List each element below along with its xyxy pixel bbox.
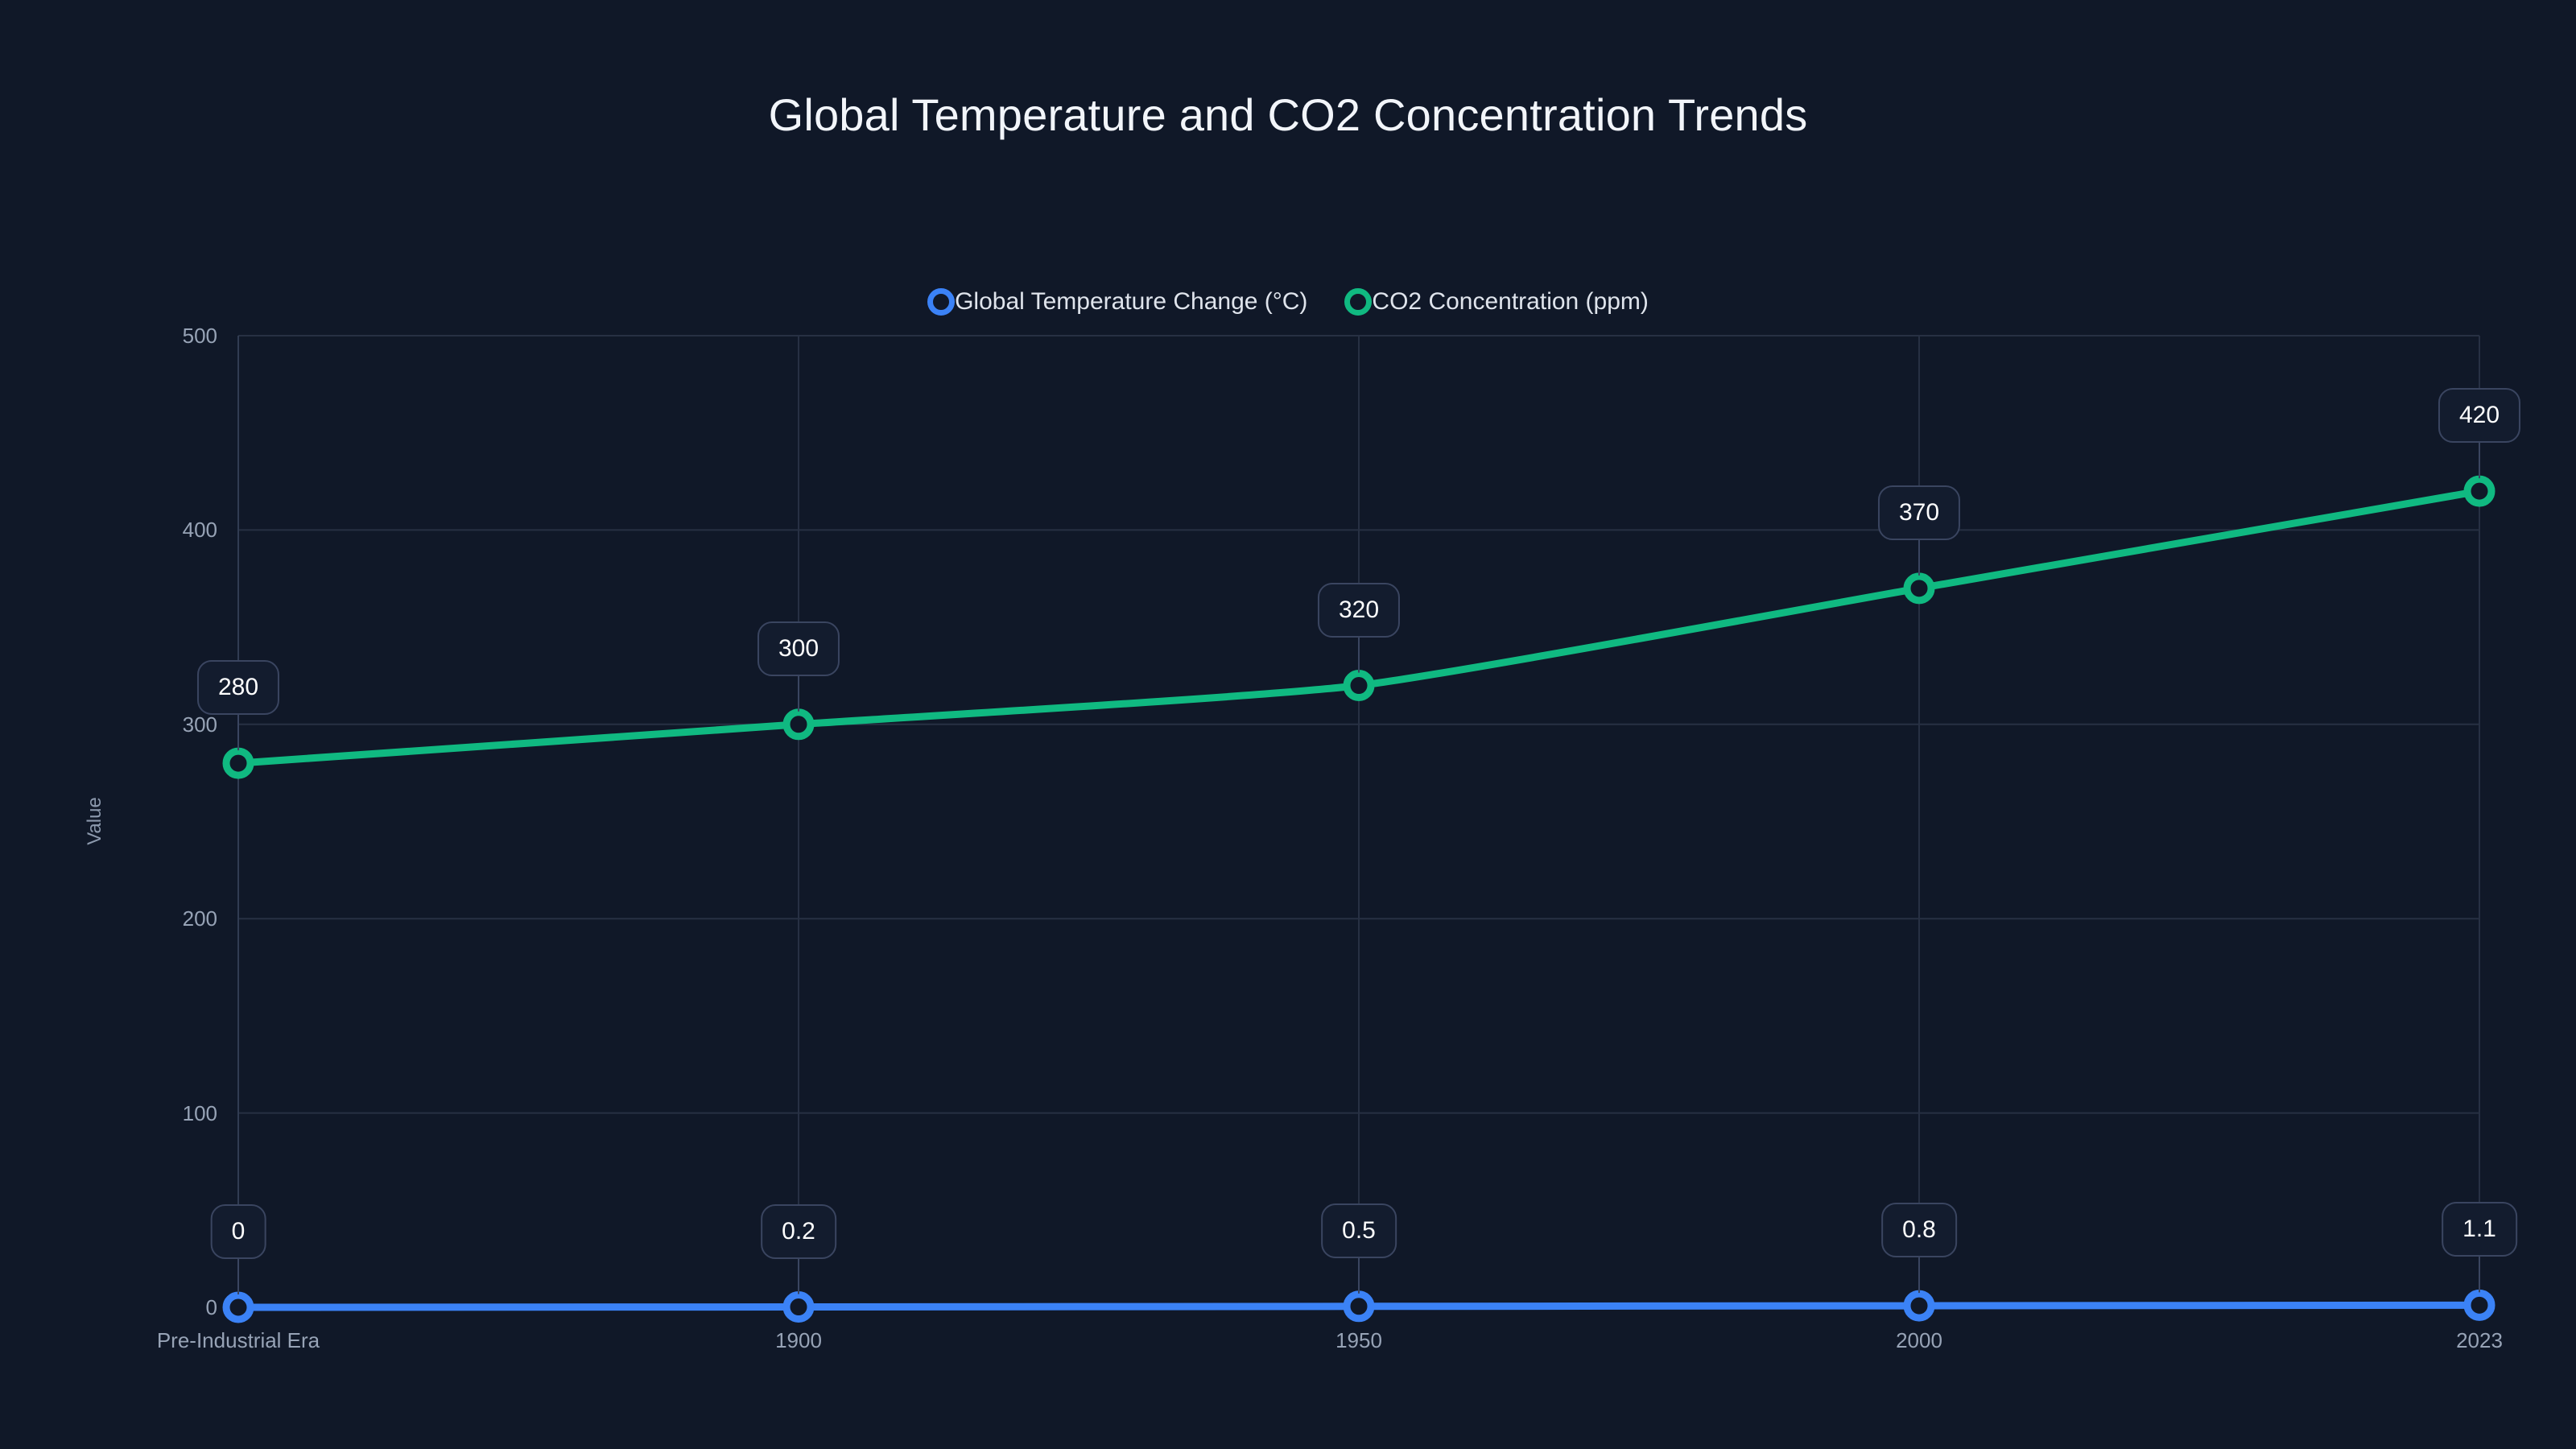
- series-layer: [222, 475, 2496, 1323]
- legend-label-co2: CO2 Concentration (ppm): [1372, 288, 1649, 315]
- data-point-marker[interactable]: [2463, 1289, 2496, 1321]
- y-axis-tick-label: 200: [182, 906, 217, 931]
- data-value-badge: 300: [757, 621, 840, 676]
- x-axis-tick-label: 2000: [1896, 1328, 1942, 1352]
- legend-item-temperature[interactable]: Global Temperature Change (°C): [927, 288, 1307, 316]
- chart-legend: Global Temperature Change (°C) CO2 Conce…: [0, 288, 2576, 316]
- legend-label-temperature: Global Temperature Change (°C): [955, 288, 1308, 315]
- chart-title: Global Temperature and CO2 Concentration…: [768, 89, 1808, 140]
- ring-marker-icon: [1344, 288, 1373, 316]
- data-value-badge: 420: [2438, 388, 2521, 444]
- data-point-marker[interactable]: [2463, 475, 2496, 507]
- data-point-marker[interactable]: [1903, 1290, 1935, 1322]
- y-axis-tick-label: 0: [205, 1295, 217, 1319]
- x-axis-tick-label: 2023: [2456, 1328, 2503, 1352]
- data-point-marker[interactable]: [222, 1291, 254, 1323]
- data-point-marker[interactable]: [782, 708, 815, 741]
- y-axis-tick-label: 300: [182, 712, 217, 737]
- data-value-badge: 370: [1877, 485, 1961, 540]
- data-point-marker[interactable]: [222, 747, 254, 779]
- data-point-marker[interactable]: [1903, 572, 1935, 605]
- data-value-badge: 0.8: [1881, 1203, 1957, 1258]
- data-point-marker[interactable]: [782, 1291, 815, 1323]
- data-value-badge: 0.2: [761, 1203, 836, 1259]
- data-value-badge: 320: [1317, 582, 1401, 638]
- data-point-marker[interactable]: [1343, 1290, 1375, 1323]
- legend-item-co2[interactable]: CO2 Concentration (ppm): [1344, 288, 1649, 316]
- data-value-badge: 0: [210, 1204, 266, 1259]
- x-axis-tick-label: Pre-Industrial Era: [156, 1328, 320, 1352]
- gridlines: [237, 335, 2480, 1308]
- y-axis-tick-label: 500: [182, 324, 217, 348]
- ring-marker-icon: [927, 288, 956, 316]
- data-value-badge: 0.5: [1321, 1203, 1397, 1258]
- data-value-badge: 1.1: [2442, 1202, 2517, 1257]
- y-axis-tick-label: 400: [182, 518, 217, 543]
- y-axis-tick-label: 100: [182, 1100, 217, 1125]
- y-axis-title: Value: [84, 797, 105, 845]
- x-axis-tick-label: 1900: [775, 1328, 822, 1352]
- x-axis-tick-label: 1950: [1335, 1328, 1382, 1352]
- data-point-marker[interactable]: [1343, 670, 1375, 702]
- data-value-badge: 280: [196, 660, 280, 716]
